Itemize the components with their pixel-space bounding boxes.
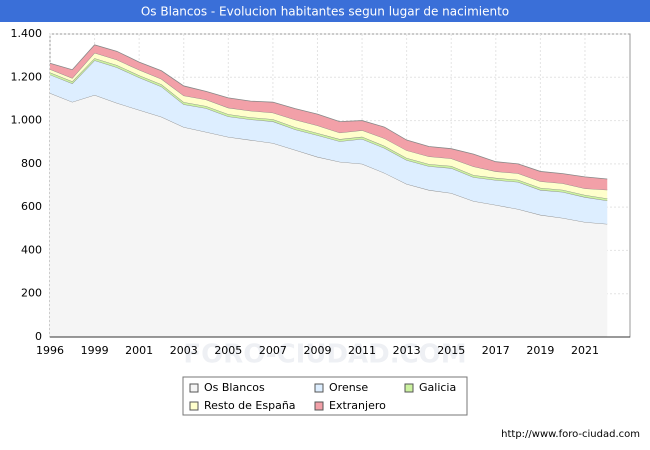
- x-tick-label: 1999: [81, 344, 109, 357]
- y-tick-label: 1.000: [11, 114, 43, 127]
- y-tick-label: 800: [21, 157, 42, 170]
- area: [50, 93, 608, 338]
- area-line: [49, 44, 608, 180]
- x-tick-label: 2001: [125, 344, 153, 357]
- area: [50, 44, 608, 190]
- legend-label: Extranjero: [329, 399, 386, 412]
- legend-label: Orense: [329, 381, 368, 394]
- x-tick-label: 2017: [482, 344, 510, 357]
- x-tick-label: 2009: [303, 344, 331, 357]
- legend-swatch: [314, 401, 324, 411]
- legend-swatch: [314, 383, 324, 393]
- y-tick-label: 1.200: [11, 70, 43, 83]
- x-tick-label: 2013: [393, 344, 421, 357]
- y-tick-label: 0: [35, 330, 42, 343]
- legend-label: Galicia: [419, 381, 456, 394]
- title-bar: [0, 0, 650, 22]
- area: [50, 60, 608, 225]
- y-tick-label: 1.400: [11, 27, 43, 40]
- x-tick-label: 2015: [437, 344, 465, 357]
- legend-swatch: [404, 383, 414, 393]
- legend: [182, 376, 468, 416]
- legend-label: Os Blancos: [204, 381, 265, 394]
- x-tick-label: 2003: [170, 344, 198, 357]
- y-tick-label: 600: [21, 200, 42, 213]
- x-tick-label: 2007: [259, 344, 287, 357]
- x-tick-label: 2005: [214, 344, 242, 357]
- y-tick-label: 200: [21, 287, 42, 300]
- x-tick-label: 2011: [348, 344, 376, 357]
- y-tick-label: 400: [21, 243, 42, 256]
- x-tick-label: 1996: [36, 344, 64, 357]
- chart-title: Os Blancos - Evolucion habitantes segun …: [141, 5, 509, 19]
- source: http://www.foro-ciudad.com: [501, 429, 640, 440]
- legend-label: Resto de España: [204, 399, 296, 412]
- watermark: FORO-CIUDAD.COM: [183, 340, 466, 370]
- legend-swatch: [189, 383, 199, 393]
- area: [50, 52, 608, 199]
- x-tick-label: 2021: [571, 344, 599, 357]
- legend-swatch: [189, 401, 199, 411]
- x-tick-label: 2019: [526, 344, 554, 357]
